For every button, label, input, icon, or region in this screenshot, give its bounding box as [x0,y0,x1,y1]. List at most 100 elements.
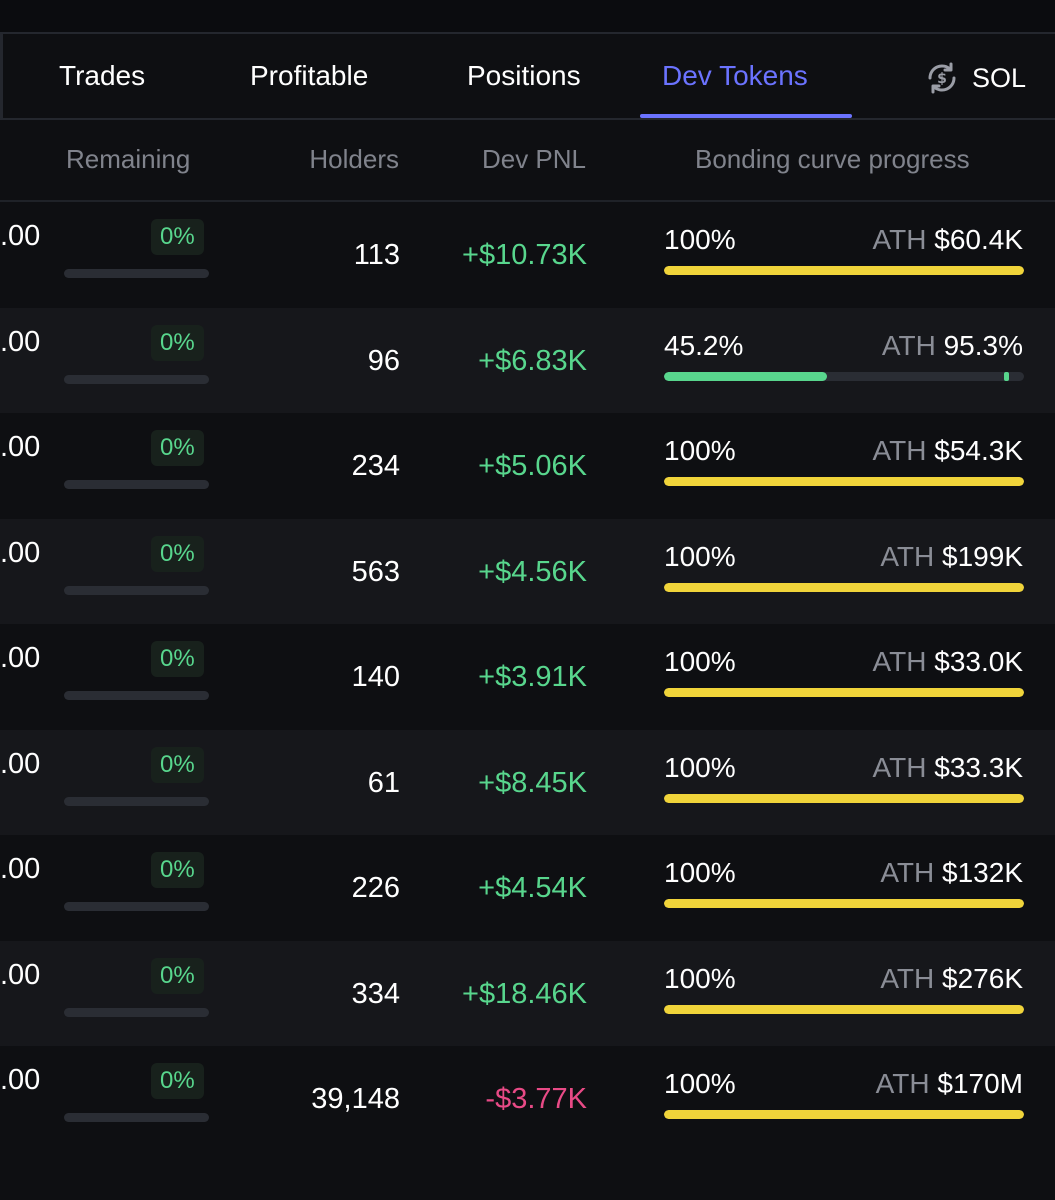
bonding-curve-fill [664,266,1024,275]
ath-label: ATH [880,857,935,888]
bonding-curve-percent: 100% [664,751,736,783]
table-row[interactable]: .00 0% 113 +$10.73K 100% ATH $60.4K [0,202,1055,308]
ath-value: $170M [937,1068,1023,1099]
column-header-bonding-curve[interactable]: Bonding curve progress [695,144,970,174]
ath-info: ATH $33.3K [873,752,1023,784]
dev-pnl-value: +$18.46K [462,977,587,1010]
amount-value: .00 [0,642,41,674]
holders-count: 113 [353,239,400,271]
remaining-badge: 0% [151,430,204,466]
currency-swap-icon: $ [928,62,956,94]
table-row[interactable]: .00 0% 39,148 -$3.77K 100% ATH $170M [0,1046,1055,1152]
remaining-badge: 0% [151,852,204,888]
remaining-bar [64,902,209,911]
ath-value: $60.4K [934,224,1023,255]
tab-bar: Trades Profitable Positions Dev Tokens $… [0,36,1055,120]
ath-label: ATH [872,646,927,677]
remaining-badge: 0% [151,219,204,255]
bonding-curve-bar [664,266,1024,275]
ath-label: ATH [872,224,927,255]
remaining-badge: 0% [151,1063,204,1099]
tab-profitable[interactable]: Profitable [250,60,369,91]
ath-marker [1004,371,1009,381]
table-row[interactable]: .00 0% 61 +$8.45K 100% ATH $33.3K [0,729,1055,835]
dev-pnl-value: -$3.77K [485,1083,587,1115]
bonding-curve-bar [664,582,1024,592]
remaining-badge: 0% [151,641,204,677]
bonding-curve-fill [664,1004,1024,1014]
bonding-curve-fill [664,899,1024,908]
svg-text:$: $ [937,71,947,87]
remaining-badge: 0% [151,535,204,572]
amount-value: .00 [0,747,41,780]
amount-value: .00 [0,536,41,569]
ath-value: $54.3K [934,435,1023,466]
remaining-bar [64,691,209,700]
remaining-bar [64,374,209,384]
bonding-curve-bar [664,371,1024,381]
bonding-curve-bar [664,899,1024,908]
holders-count: 140 [351,661,400,693]
bonding-curve-bar [664,1110,1024,1119]
remaining-bar [64,585,209,595]
holders-count: 234 [351,450,400,482]
bonding-curve-percent: 100% [664,540,736,572]
dev-pnl-value: +$5.06K [478,450,587,482]
ath-label: ATH [872,435,927,466]
remaining-bar [64,1113,209,1122]
remaining-bar [64,480,209,489]
ath-value: $132K [942,857,1023,888]
remaining-bar [64,1007,209,1017]
remaining-badge: 0% [151,324,204,361]
remaining-badge: 0% [151,957,204,994]
table-body: .00 0% 113 +$10.73K 100% ATH $60.4K .00 … [0,202,1055,1152]
currency-toggle[interactable]: $ SOL [924,58,1026,98]
bonding-curve-percent: 100% [664,857,736,888]
tab-dev-tokens[interactable]: Dev Tokens [662,60,808,91]
left-edge-divider [0,34,3,120]
bonding-curve-percent: 100% [664,646,736,677]
ath-info: ATH $199K [880,541,1023,573]
bonding-curve-bar [664,688,1024,697]
bonding-curve-percent: 100% [664,435,736,466]
ath-label: ATH [881,329,936,361]
ath-info: ATH $54.3K [873,435,1023,467]
ath-label: ATH [872,751,927,783]
bonding-curve-percent: 45.2% [664,329,744,361]
column-header-dev-pnl[interactable]: Dev PNL [481,144,586,174]
holders-count: 96 [367,344,400,377]
ath-info: ATH $33.0K [873,646,1023,678]
bonding-curve-percent: 100% [664,1068,736,1099]
ath-label: ATH [880,540,935,572]
column-header-holders[interactable]: Holders [309,144,399,174]
tab-positions[interactable]: Positions [467,60,581,91]
ath-info: ATH $276K [880,963,1023,995]
amount-value: .00 [0,958,41,991]
ath-info: ATH 95.3% [882,330,1023,362]
holders-count: 563 [351,555,400,588]
ath-info: ATH $170M [876,1068,1023,1100]
bonding-curve-fill [664,1110,1024,1119]
ath-value: $33.3K [934,751,1023,783]
ath-info: ATH $60.4K [873,224,1023,256]
table-row[interactable]: .00 0% 234 +$5.06K 100% ATH $54.3K [0,413,1055,519]
dev-pnl-value: +$3.91K [478,661,587,693]
column-header-remaining[interactable]: Remaining [66,144,191,174]
tab-trades[interactable]: Trades [59,60,146,91]
top-strip [0,0,1055,34]
remaining-badge: 0% [151,746,204,783]
table-row[interactable]: .00 0% 226 +$4.54K 100% ATH $132K [0,835,1055,941]
ath-info: ATH $132K [880,857,1023,889]
amount-value: .00 [0,431,41,463]
ath-label: ATH [880,962,935,994]
amount-value: .00 [0,325,41,358]
table-header: Remaining Holders Dev PNL Bonding curve … [0,120,1055,202]
holders-count: 334 [351,977,400,1010]
table-row[interactable]: .00 0% 563 +$4.56K 100% ATH $199K [0,518,1055,624]
table-row[interactable]: .00 0% 96 +$6.83K 45.2% ATH 95.3% [0,307,1055,413]
bonding-curve-percent: 100% [664,962,736,994]
table-row[interactable]: .00 0% 334 +$18.46K 100% ATH $276K [0,940,1055,1046]
bonding-curve-fill [664,688,1024,697]
table-row[interactable]: .00 0% 140 +$3.91K 100% ATH $33.0K [0,624,1055,730]
